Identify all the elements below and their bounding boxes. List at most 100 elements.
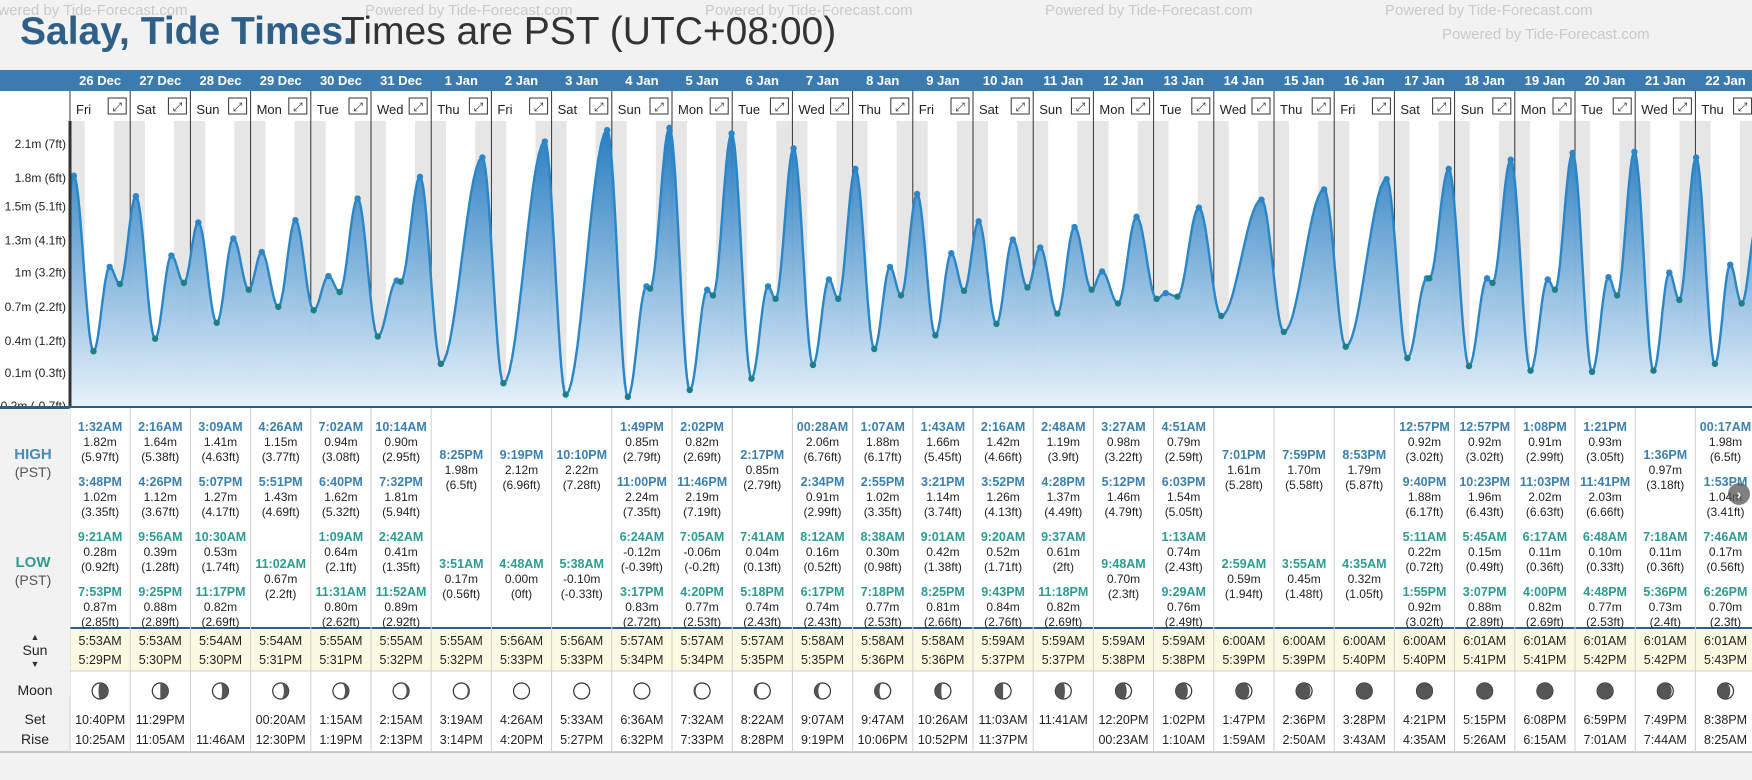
- expand-day-button[interactable]: [1672, 97, 1692, 115]
- high-tide-height-m: 1.37m: [1047, 490, 1080, 504]
- expand-day-button[interactable]: [890, 97, 910, 115]
- expand-day-button[interactable]: [529, 97, 549, 115]
- high-tide-row: [70, 408, 1752, 518]
- high-tide-point: [1631, 148, 1638, 155]
- date-label: 4 Jan: [625, 73, 658, 88]
- high-tide-point: [1666, 269, 1673, 276]
- weekday-label: Sun: [1039, 102, 1062, 117]
- expand-day-button[interactable]: [468, 97, 488, 115]
- expand-day-button[interactable]: [589, 97, 609, 115]
- high-tide-height-ft: (5.58ft): [1285, 478, 1323, 492]
- expand-day-button[interactable]: [1191, 97, 1211, 115]
- powered-by-watermark[interactable]: Powered by Tide-Forecast.com: [0, 2, 188, 19]
- low-tide-point: [397, 278, 404, 285]
- sunrise-time: 6:00AM: [1403, 634, 1446, 648]
- expand-day-button[interactable]: [649, 97, 669, 115]
- low-tide-height-m: 0.73m: [1649, 600, 1682, 614]
- date-label: 9 Jan: [926, 73, 959, 88]
- weekday-label: Tue: [317, 102, 339, 117]
- high-tide-height-m: 1.41m: [204, 435, 237, 449]
- expand-day-button[interactable]: [1070, 97, 1090, 115]
- low-tide-time: 8:38AM: [860, 530, 904, 544]
- moon-shadow-shape: [1657, 683, 1672, 699]
- low-tide-time: 6:17PM: [801, 585, 845, 599]
- expand-icon: ⤢: [352, 100, 363, 114]
- low-tide-time: 9:56AM: [138, 530, 182, 544]
- expand-day-button[interactable]: [1432, 97, 1452, 115]
- expand-day-button[interactable]: [709, 97, 729, 115]
- moonrise-time: 4:35AM: [1403, 733, 1446, 747]
- expand-day-button[interactable]: [107, 97, 127, 115]
- moonset-time: 8:22AM: [741, 713, 784, 727]
- expand-day-button[interactable]: [1251, 97, 1271, 115]
- powered-by-watermark[interactable]: Powered by Tide-Forecast.com: [1045, 2, 1253, 19]
- date-label: 7 Jan: [806, 73, 839, 88]
- sunset-time: 5:39PM: [1283, 653, 1326, 667]
- expand-day-button[interactable]: [1131, 97, 1151, 115]
- moon-shadow-shape: [1536, 683, 1553, 699]
- moonrise-time: 8:28PM: [741, 733, 784, 747]
- low-tide-height-m: 0.74m: [806, 600, 839, 614]
- expand-day-button[interactable]: [1311, 97, 1331, 115]
- expand-day-button[interactable]: [1552, 97, 1572, 115]
- scroll-right-button[interactable]: [1728, 483, 1750, 505]
- sunset-time: 5:32PM: [380, 653, 423, 667]
- expand-day-button[interactable]: [1492, 97, 1512, 115]
- expand-day-button[interactable]: [769, 97, 789, 115]
- moon-shadow-shape: [1296, 683, 1311, 699]
- powered-by-watermark[interactable]: Powered by Tide-Forecast.com: [365, 2, 573, 19]
- expand-icon: ⤢: [1014, 100, 1025, 114]
- high-tide-height-ft: (3.67ft): [141, 505, 179, 519]
- low-tide-height-m: 0.11m: [1649, 545, 1681, 559]
- high-tide-point: [1195, 204, 1203, 211]
- sunset-time: 5:29PM: [79, 653, 122, 667]
- low-tide-point: [1676, 296, 1683, 304]
- expand-day-button[interactable]: [408, 97, 428, 115]
- high-tide-time: 11:41PM: [1580, 475, 1630, 489]
- low-tide-point: [116, 280, 124, 288]
- moonset-time: 1:47PM: [1222, 713, 1265, 727]
- date-label: 30 Dec: [320, 73, 362, 88]
- expand-icon: ⤢: [1255, 100, 1266, 114]
- moon-shadow-shape: [160, 683, 169, 699]
- powered-by-watermark[interactable]: Powered by Tide-Forecast.com: [1442, 26, 1650, 43]
- high-tide-point: [106, 263, 113, 271]
- high-tide-point: [1692, 154, 1700, 161]
- moonset-time: 1:15AM: [319, 713, 362, 727]
- low-tide-time: 2:42AM: [379, 530, 423, 544]
- high-tide-height-ft: (4.49ft): [1044, 505, 1082, 519]
- low-tz-label: (PST): [15, 572, 52, 588]
- high-tide-time: 6:40PM: [319, 475, 363, 489]
- expand-day-button[interactable]: [1612, 97, 1632, 115]
- expand-day-button[interactable]: [288, 97, 308, 115]
- moonrise-time: 3:14PM: [440, 733, 483, 747]
- high-tide-height-m: 1.54m: [1167, 490, 1200, 504]
- expand-day-button[interactable]: [348, 97, 368, 115]
- expand-day-button[interactable]: [228, 97, 248, 115]
- high-tide-height-m: 0.79m: [1167, 435, 1200, 449]
- high-tide-height-m: 2.24m: [625, 490, 658, 504]
- high-tide-time: 2:16AM: [981, 420, 1025, 434]
- weekday-label: Thu: [1280, 102, 1302, 117]
- powered-by-watermark[interactable]: Powered by Tide-Forecast.com: [1385, 2, 1593, 19]
- low-tide-height-m: 0.42m: [926, 545, 959, 559]
- high-tide-height-ft: (2.99ft): [1526, 450, 1564, 464]
- expand-day-button[interactable]: [950, 97, 970, 115]
- expand-day-button[interactable]: [830, 97, 850, 115]
- high-tide-height-ft: (7.19ft): [683, 505, 721, 519]
- low-tide-point: [646, 285, 654, 292]
- moon-shadow-shape: [1717, 683, 1731, 699]
- date-label: 19 Jan: [1525, 73, 1566, 88]
- high-tide-time: 12:57PM: [1399, 420, 1450, 434]
- low-tide-height-ft: (1.28ft): [141, 560, 179, 574]
- high-tide-height-ft: (7.35ft): [623, 505, 661, 519]
- expand-day-button[interactable]: [167, 97, 187, 115]
- weekday-label: Sun: [1461, 102, 1484, 117]
- weekday-label: Wed: [1220, 102, 1247, 117]
- low-tide-point: [437, 360, 445, 368]
- date-label: 8 Jan: [866, 73, 899, 88]
- date-label: 3 Jan: [565, 73, 598, 88]
- powered-by-watermark[interactable]: Powered by Tide-Forecast.com: [705, 2, 913, 19]
- expand-day-button[interactable]: [1010, 97, 1030, 115]
- expand-day-button[interactable]: [1371, 97, 1391, 115]
